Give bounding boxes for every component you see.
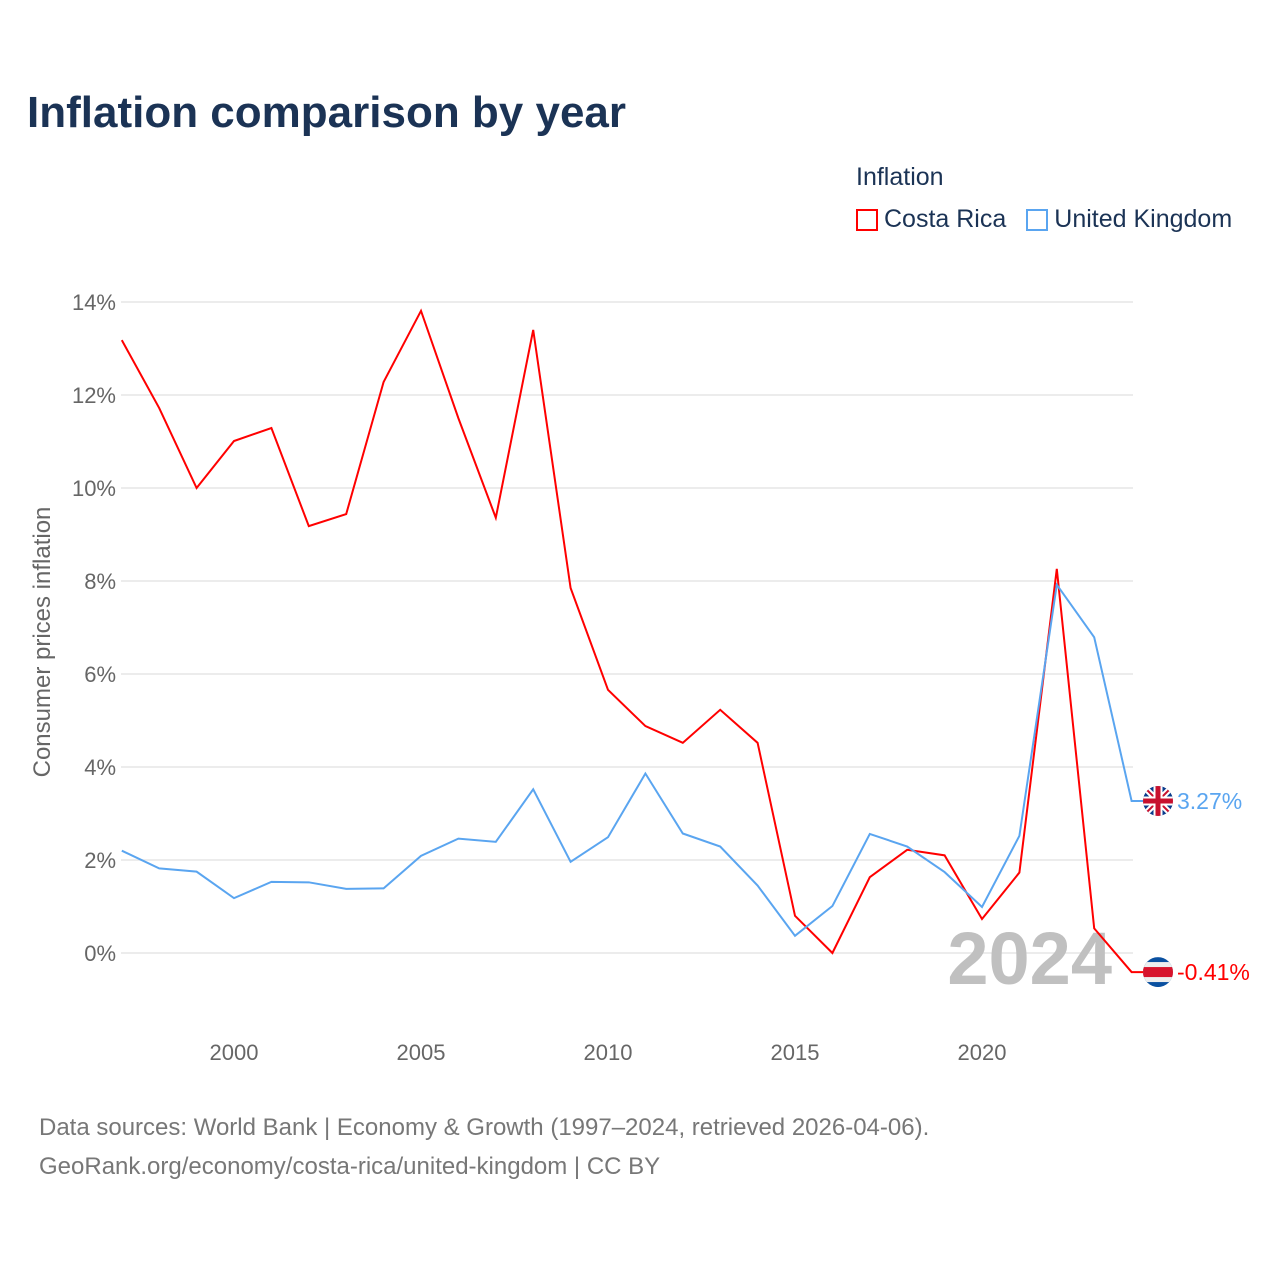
x-tick-label: 2005: [397, 1040, 446, 1065]
legend-title: Inflation: [856, 163, 944, 191]
legend-swatch: [856, 208, 878, 231]
legend-label: United Kingdom: [1054, 205, 1233, 233]
costa-rica-flag-icon: [1143, 957, 1173, 988]
y-tick-label: 14%: [72, 290, 116, 315]
chart-title: Inflation comparison by year: [27, 88, 627, 137]
legend-item-united-kingdom[interactable]: United Kingdom: [1026, 205, 1232, 234]
legend-item-costa-rica[interactable]: Costa Rica: [856, 205, 1006, 234]
source-line-2[interactable]: GeoRank.org/economy/costa-rica/united-ki…: [39, 1153, 661, 1180]
end-value-label: 3.27%: [1177, 788, 1242, 814]
y-tick-label: 8%: [84, 569, 116, 594]
y-tick-label: 4%: [84, 755, 116, 780]
y-axis-label: Consumer prices inflation: [29, 507, 56, 778]
flag-cross-red: [1143, 785, 1173, 816]
y-tick-label: 2%: [84, 848, 116, 873]
y-tick-label: 6%: [84, 662, 116, 687]
y-tick-label: 10%: [72, 476, 116, 501]
x-tick-label: 2020: [958, 1040, 1007, 1065]
flag-body: [1143, 957, 1173, 988]
uk-flag-icon: [1143, 785, 1173, 816]
legend-label: Costa Rica: [884, 205, 1007, 233]
y-tick-label: 12%: [72, 383, 116, 408]
x-tick-label: 2010: [584, 1040, 633, 1065]
y-tick-label: 0%: [84, 941, 116, 966]
flag-stripe: [1143, 967, 1173, 978]
x-tick-label: 2015: [771, 1040, 820, 1065]
source-note: Data sources: World Bank | Economy & Gro…: [39, 1108, 929, 1186]
legend: Costa Rica United Kingdom: [856, 205, 1232, 234]
flag-body: [1143, 785, 1173, 816]
series-line-costa-rica: [120, 308, 1144, 974]
year-watermark: 2024: [947, 917, 1112, 1000]
source-line-1: Data sources: World Bank | Economy & Gro…: [39, 1114, 930, 1141]
series-line-united-kingdom: [121, 582, 1144, 938]
end-value-label: -0.41%: [1177, 959, 1250, 985]
legend-swatch: [1026, 208, 1049, 231]
x-tick-label: 2000: [210, 1040, 259, 1065]
